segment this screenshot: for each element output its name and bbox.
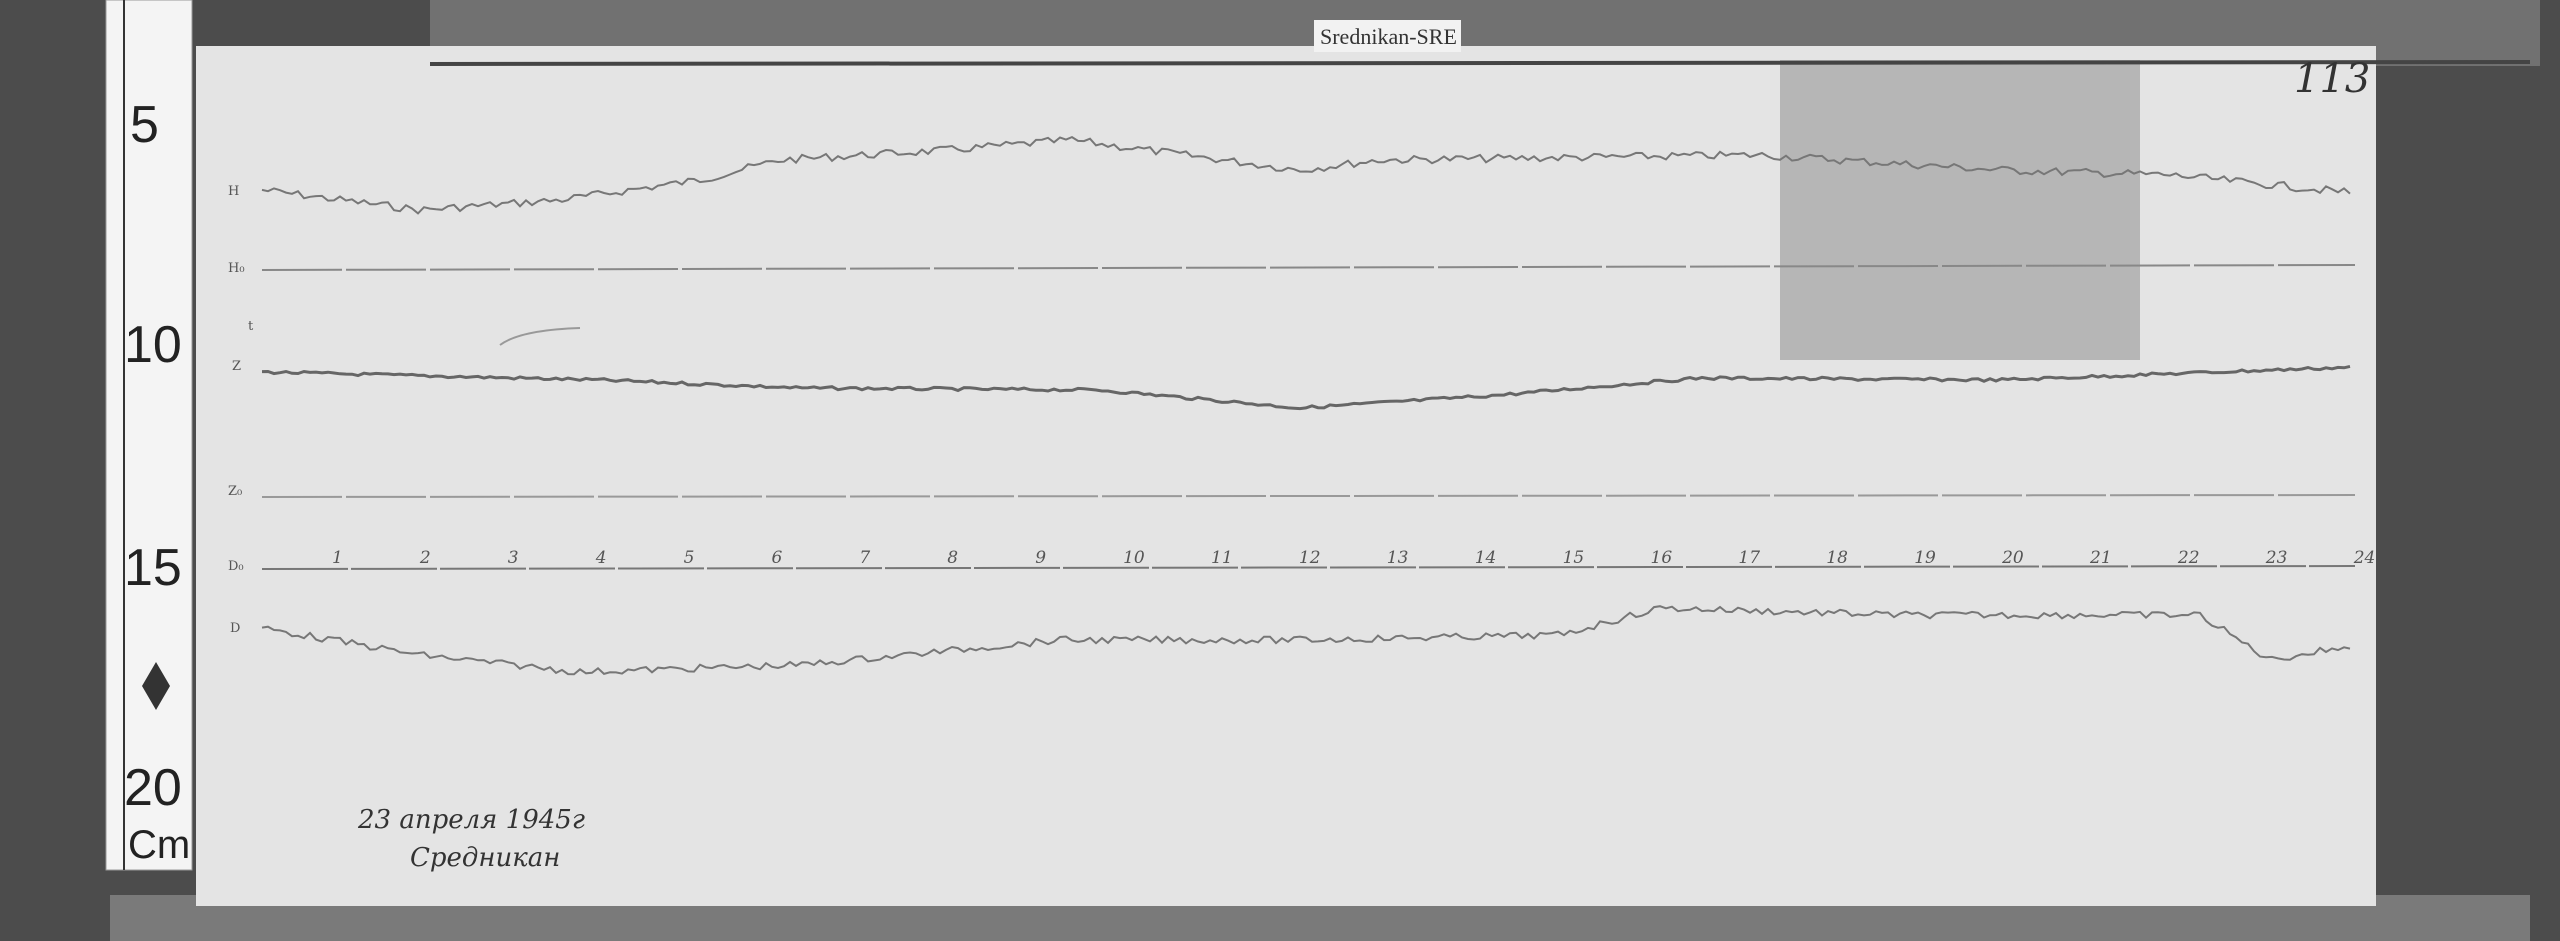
ruler-unit: Cm — [128, 823, 190, 867]
z0-baseline — [261, 494, 2356, 498]
label-z0: Z₀ — [228, 484, 242, 499]
hour-label: 14 — [1475, 548, 1497, 568]
hour-label: 10 — [1123, 548, 1145, 568]
label-h0: H₀ — [228, 261, 245, 276]
hour-label: 1 — [332, 548, 343, 568]
hour-label: 4 — [595, 548, 607, 568]
hour-label: 21 — [2089, 548, 2112, 568]
hour-label: 3 — [508, 548, 519, 568]
ruler — [105, 0, 193, 871]
station-tag-text: Srednikan-SRE — [1320, 24, 1457, 49]
sheet-number: 113 — [2294, 56, 2370, 102]
station-tag — [1314, 20, 1461, 52]
trace-d — [261, 605, 2351, 676]
label-t: t — [248, 319, 254, 334]
hour-label: 5 — [684, 548, 695, 568]
hour-label: 7 — [859, 548, 870, 568]
handwritten-place: Средникан — [410, 843, 560, 873]
label-d0: D₀ — [228, 559, 244, 574]
hour-label: 22 — [2177, 548, 2200, 568]
label-d: D — [230, 621, 240, 636]
hour-label: 20 — [2001, 548, 2024, 568]
hour-marks: 1 2 3 4 5 6 7 8 9 10 11 12 13 14 15 16 17 18 19 20 21 22 23 24 — [332, 548, 2375, 568]
ruler-mark-20: 20 — [124, 759, 182, 817]
ruler-mark-10: 10 — [124, 316, 182, 374]
h0-baseline — [261, 264, 2356, 271]
hour-label: 15 — [1563, 548, 1585, 568]
label-h: H — [228, 184, 239, 199]
hour-label: 18 — [1826, 548, 1848, 568]
trace-h — [261, 135, 2351, 215]
hour-label: 6 — [772, 548, 783, 568]
trace-z — [261, 364, 2351, 411]
label-z: Z — [232, 359, 241, 374]
hour-label: 11 — [1211, 548, 1233, 568]
shadow-area — [1780, 60, 2140, 360]
hour-label: 19 — [1914, 548, 1936, 568]
handwritten-date: 23 апреля 1945г — [357, 805, 585, 835]
hour-label: 12 — [1299, 548, 1321, 568]
d0-baseline — [261, 565, 2356, 570]
hour-label: 17 — [1738, 548, 1760, 568]
hour-label: 13 — [1387, 548, 1409, 568]
diamond-icon — [142, 662, 170, 710]
frame-edge — [429, 60, 2531, 66]
hour-label: 2 — [419, 548, 431, 568]
ruler-mark-15: 15 — [124, 539, 182, 597]
hour-label: 24 — [2353, 548, 2376, 568]
hour-label: 16 — [1651, 548, 1673, 568]
hour-label: 8 — [947, 548, 958, 568]
ruler-mark-5: 5 — [130, 96, 159, 154]
hour-label: 9 — [1035, 548, 1046, 568]
trace-t — [499, 327, 581, 346]
hour-label: 23 — [2265, 548, 2288, 568]
